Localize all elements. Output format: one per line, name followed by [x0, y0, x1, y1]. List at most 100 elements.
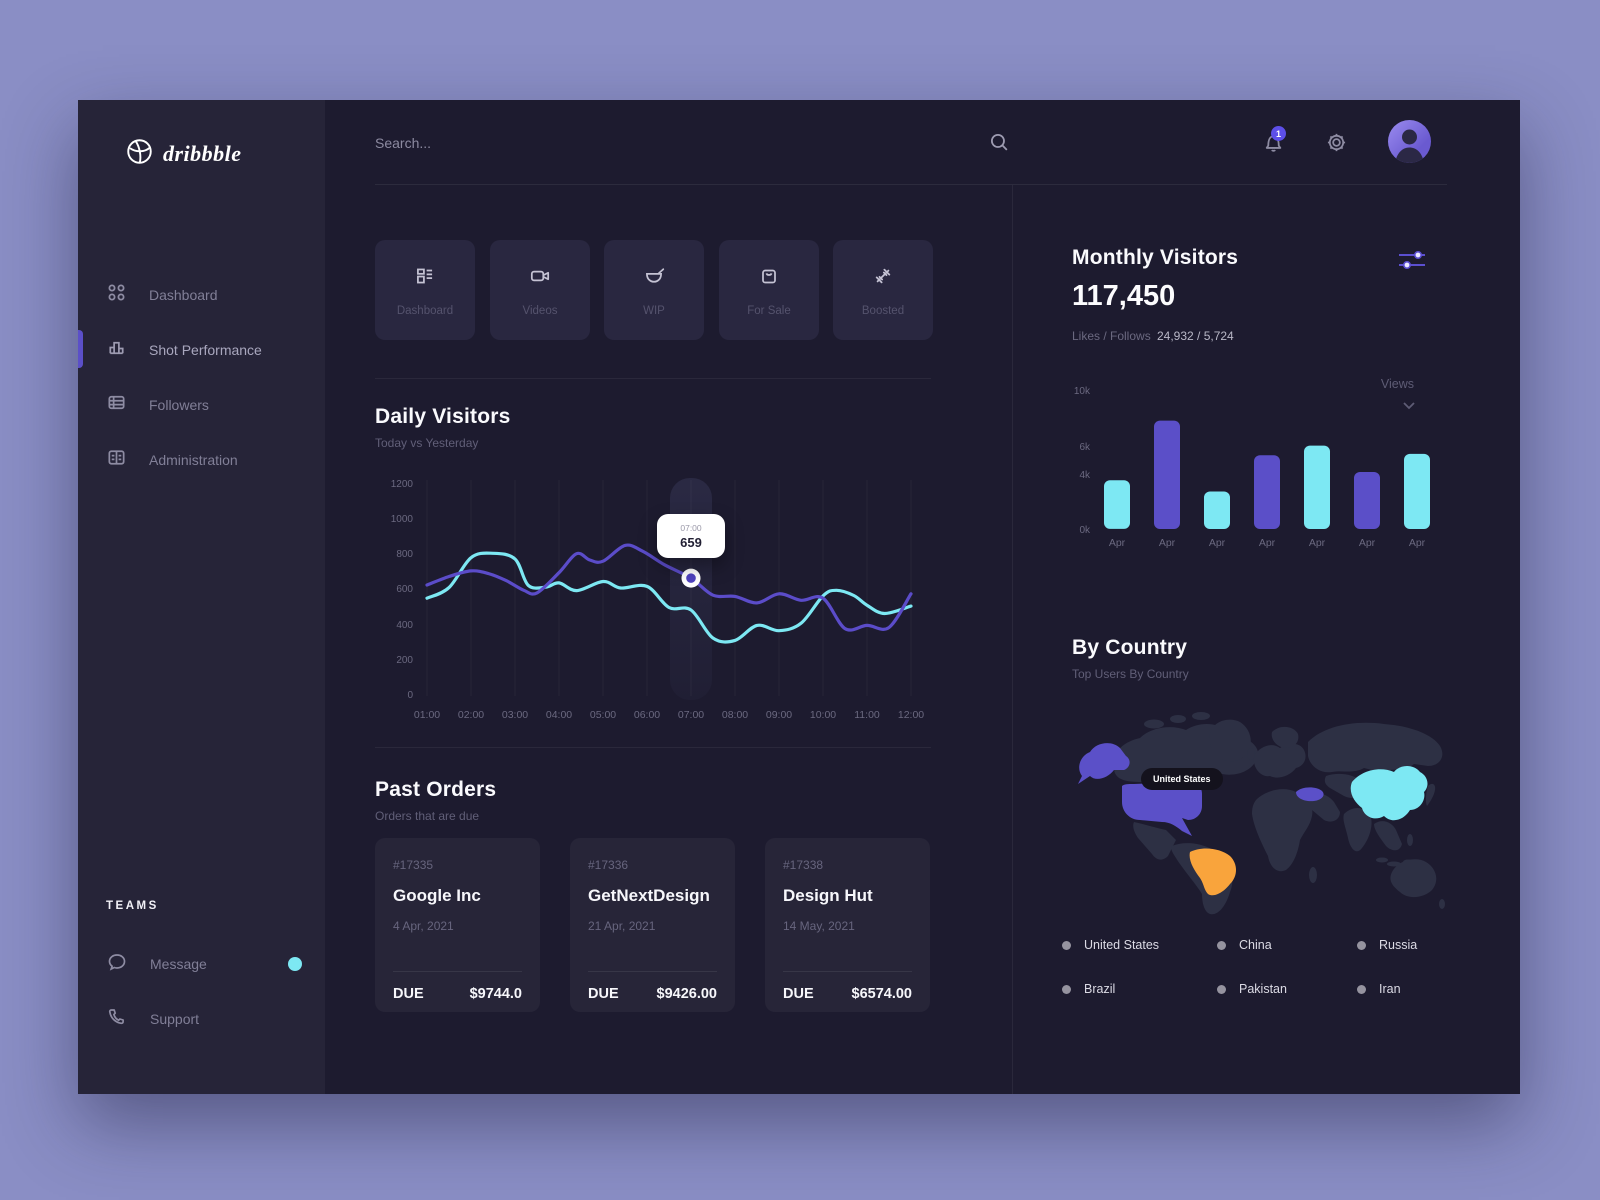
order-card[interactable]: #17336 GetNextDesign 21 Apr, 2021 DUE $9… — [570, 838, 735, 1012]
svg-text:Apr: Apr — [1159, 537, 1176, 549]
likes-follows-label: Likes / Follows — [1072, 329, 1151, 343]
svg-text:11:00: 11:00 — [854, 709, 880, 721]
daily-visitors-subtitle: Today vs Yesterday — [375, 436, 479, 450]
svg-text:05:00: 05:00 — [590, 709, 616, 721]
sidebar-item-administration[interactable]: Administration — [78, 438, 325, 482]
order-date: 21 Apr, 2021 — [588, 919, 656, 933]
by-country-title: By Country — [1072, 636, 1188, 659]
legend-dot — [1217, 940, 1226, 950]
svg-text:07:00: 07:00 — [678, 709, 704, 721]
sidebar-item-label: Message — [150, 956, 207, 972]
svg-text:Apr: Apr — [1309, 537, 1326, 549]
filter-sliders-icon[interactable] — [1396, 248, 1428, 277]
legend-item-china: China — [1217, 938, 1272, 952]
wip-icon — [642, 264, 666, 293]
category-card-for-sale[interactable]: For Sale — [719, 240, 819, 340]
svg-text:01:00: 01:00 — [414, 709, 440, 721]
svg-text:Apr: Apr — [1359, 537, 1376, 549]
message-notification-dot — [288, 957, 302, 971]
avatar[interactable] — [1388, 120, 1431, 163]
order-divider — [783, 971, 912, 972]
legend-dot — [1357, 940, 1366, 950]
order-card[interactable]: #17338 Design Hut 14 May, 2021 DUE $6574… — [765, 838, 930, 1012]
legend-dot — [1217, 984, 1226, 994]
svg-text:1000: 1000 — [391, 514, 414, 525]
order-divider — [393, 971, 522, 972]
legend-item-pakistan: Pakistan — [1217, 982, 1287, 996]
list-icon — [106, 392, 127, 418]
category-card-videos[interactable]: Videos — [490, 240, 590, 340]
past-orders-subtitle: Orders that are due — [375, 809, 480, 823]
chevron-down-icon[interactable] — [1402, 397, 1416, 415]
due-label: DUE — [588, 986, 619, 1002]
svg-text:200: 200 — [396, 655, 413, 666]
layout-icon — [413, 264, 437, 293]
phone-icon — [106, 1006, 128, 1033]
bar-y-ticks: 10k 6k 4k 0k — [1074, 386, 1091, 536]
svg-text:Apr: Apr — [1409, 537, 1426, 549]
svg-text:600: 600 — [396, 584, 413, 595]
category-card-dashboard[interactable]: Dashboard — [375, 240, 475, 340]
past-orders-title: Past Orders — [375, 778, 497, 801]
svg-text:4k: 4k — [1079, 470, 1091, 481]
map-country-united-states[interactable] — [1122, 782, 1202, 836]
search-icon[interactable] — [988, 131, 1011, 159]
section-divider — [375, 378, 931, 379]
topbar-divider — [375, 184, 1447, 185]
svg-text:04:00: 04:00 — [546, 709, 572, 721]
due-amount: $6574.00 — [851, 986, 912, 1002]
sidebar-item-followers[interactable]: Followers — [78, 383, 325, 427]
svg-text:0k: 0k — [1079, 525, 1091, 536]
order-name: Design Hut — [783, 886, 873, 905]
sidebar: dribbble Dashboard Shot Performance — [78, 100, 325, 1094]
legend-item-russia: Russia — [1357, 938, 1417, 952]
map-country-alaska[interactable] — [1078, 743, 1130, 784]
chart-lines — [425, 543, 913, 644]
legend-dot — [1062, 984, 1071, 994]
order-card[interactable]: #17335 Google Inc 4 Apr, 2021 DUE $9744.… — [375, 838, 540, 1012]
sidebar-item-support[interactable]: Support — [78, 997, 325, 1041]
order-name: Google Inc — [393, 886, 481, 905]
svg-text:10k: 10k — [1074, 386, 1091, 397]
order-id: #17336 — [588, 858, 629, 872]
category-card-boosted[interactable]: Boosted — [833, 240, 933, 340]
legend-dot — [1062, 940, 1071, 950]
panel-divider — [1012, 185, 1013, 1094]
gear-icon[interactable] — [1325, 131, 1348, 159]
sidebar-item-dashboard[interactable]: Dashboard — [78, 273, 325, 317]
category-label: WIP — [643, 304, 665, 317]
order-date: 14 May, 2021 — [783, 919, 855, 933]
legend-item-iran: Iran — [1357, 982, 1401, 996]
logo-text: dribbble — [163, 141, 242, 166]
order-divider — [588, 971, 717, 972]
sidebar-item-label: Shot Performance — [149, 342, 262, 358]
sidebar-item-label: Support — [150, 1011, 200, 1027]
dribbble-logo[interactable]: dribbble — [126, 138, 242, 170]
due-label: DUE — [393, 986, 424, 1002]
legend-item-united-states: United States — [1062, 938, 1159, 952]
monthly-visitors-bar-chart[interactable]: 10k 6k 4k 0k Apr Apr Apr Apr Apr Apr Apr — [1068, 372, 1440, 550]
teams-header: TEAMS — [106, 900, 159, 912]
dribbble-ball-icon — [126, 138, 153, 170]
map-country-china[interactable] — [1350, 766, 1428, 821]
section-divider — [375, 747, 931, 748]
by-country-subtitle: Top Users By Country — [1072, 667, 1189, 681]
svg-text:08:00: 08:00 — [722, 709, 748, 721]
map-country-turkey[interactable] — [1296, 787, 1324, 802]
due-label: DUE — [783, 986, 814, 1002]
order-id: #17335 — [393, 858, 434, 872]
sidebar-item-shot-performance[interactable]: Shot Performance — [78, 328, 325, 372]
due-amount: $9744.0 — [469, 986, 522, 1002]
views-dropdown[interactable]: Views — [1380, 377, 1414, 391]
x-axis-ticks: 01:00 02:00 03:00 04:00 05:00 06:00 07:0… — [414, 709, 924, 721]
daily-visitors-chart[interactable]: 1200 1000 800 600 400 200 0 01:00 02:00 … — [375, 478, 931, 723]
sidebar-item-message[interactable]: Message — [78, 942, 325, 986]
category-card-wip[interactable]: WIP — [604, 240, 704, 340]
chat-icon — [106, 951, 128, 978]
monthly-visitors-value: 117,450 — [1072, 280, 1176, 312]
svg-text:02:00: 02:00 — [458, 709, 484, 721]
map-country-brazil[interactable] — [1189, 848, 1236, 896]
search-input[interactable]: Search... — [375, 135, 432, 151]
tooltip-time: 07:00 — [680, 522, 702, 533]
grid-dots-icon — [106, 282, 127, 308]
